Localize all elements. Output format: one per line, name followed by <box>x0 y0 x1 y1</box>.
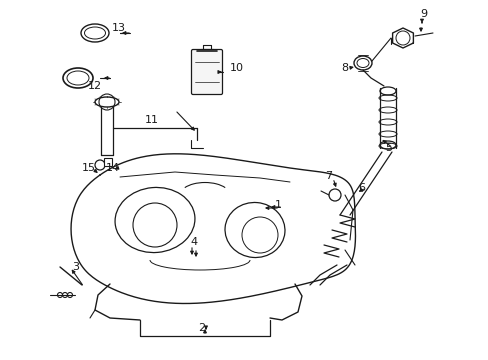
Text: 7: 7 <box>325 171 331 181</box>
Text: 8: 8 <box>340 63 347 73</box>
Text: 4: 4 <box>190 237 197 247</box>
Text: 6: 6 <box>357 183 364 193</box>
Text: 2: 2 <box>198 323 204 333</box>
Text: 1: 1 <box>274 200 282 210</box>
Text: 12: 12 <box>88 81 102 91</box>
Text: 3: 3 <box>72 262 79 272</box>
Bar <box>104 158 112 166</box>
Text: 11: 11 <box>145 115 159 125</box>
Text: 10: 10 <box>229 63 244 73</box>
Text: 14: 14 <box>106 163 120 173</box>
Text: 13: 13 <box>112 23 126 33</box>
Text: 15: 15 <box>82 163 96 173</box>
FancyBboxPatch shape <box>191 49 222 94</box>
Text: 5: 5 <box>384 143 391 153</box>
Text: 9: 9 <box>419 9 426 19</box>
